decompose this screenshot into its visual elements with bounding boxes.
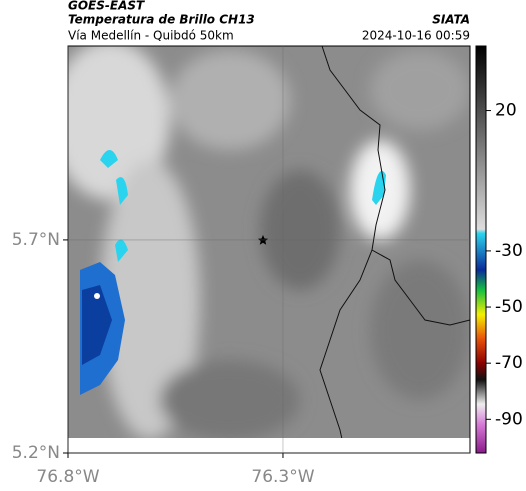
datetime: 2024-10-16 00:59 [362,29,470,43]
lon-tick-label: 76.8°W [36,467,99,487]
subtitle: Vía Medellín - Quibdó 50km [68,29,234,43]
colorbar-tick-label: -50 [495,297,523,317]
colorbar-tick-label: -70 [495,353,523,373]
lon-tick-label: 76.3°W [251,467,314,487]
lat-tick-label: 5.2°N [12,443,60,463]
title: Temperatura de Brillo CH13 [68,13,255,27]
colorbar-tick-label: -90 [495,409,523,429]
colorbar-tick-label: 20 [495,101,517,121]
colorbar [475,45,487,454]
source: GOES-EAST [68,0,145,13]
map-image [68,46,470,453]
colorbar-tick-label: -30 [495,241,523,261]
brand: SIATA [432,13,470,27]
lat-tick-label: 5.7°N [12,230,60,250]
